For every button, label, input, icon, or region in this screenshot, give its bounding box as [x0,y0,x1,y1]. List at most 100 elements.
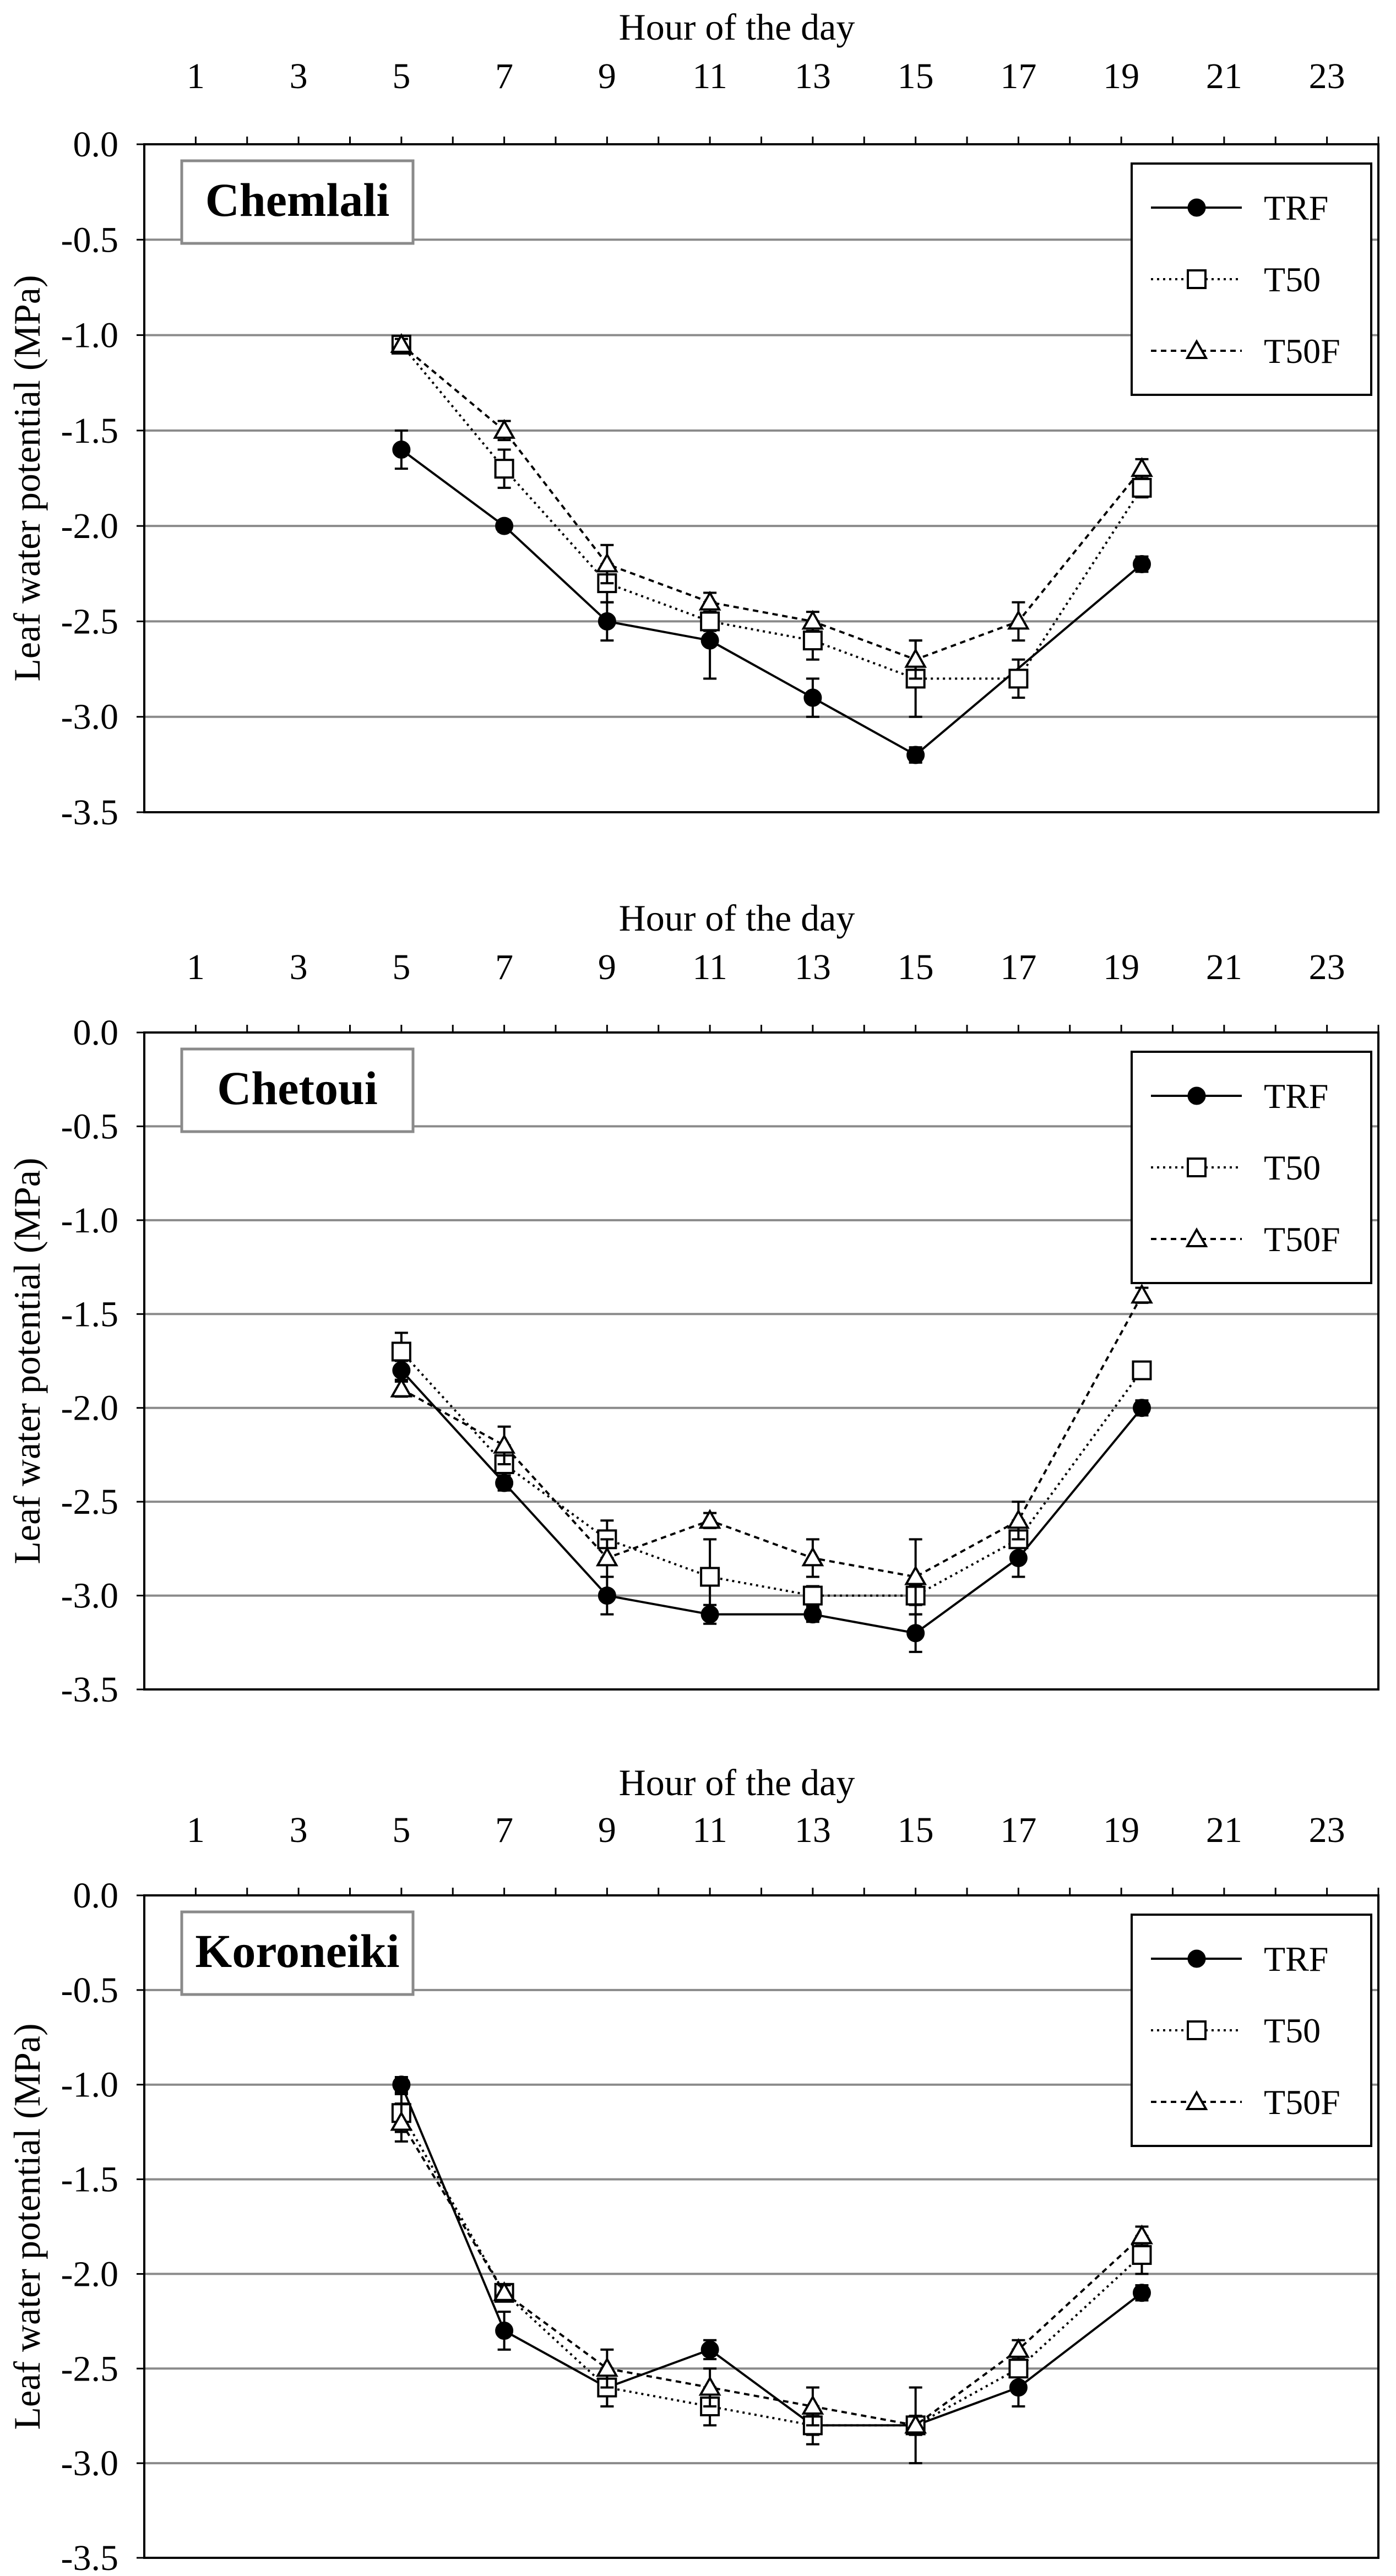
x-tick-label: 7 [495,947,513,987]
data-point [1132,2245,1152,2265]
data-point [1132,555,1151,573]
legend-item-trf: TRF [1151,188,1328,227]
legend-item-trf: TRF [1151,1939,1328,1979]
x-tick-label: 17 [1000,1810,1036,1850]
data-point [698,590,721,611]
data-point [494,459,514,479]
data-point [700,611,720,632]
data-point [390,333,413,353]
data-point [595,552,618,573]
panel-label-box [180,159,415,245]
y-tick-label: -0.5 [61,1970,118,2010]
series-t50 [391,1332,1152,1616]
x-tick-label: 23 [1309,56,1345,96]
x-tick-label: 3 [290,1810,308,1850]
y-tick-label: 0.0 [73,1013,119,1053]
series-t50f [390,333,1153,680]
legend-label: TRF [1264,1939,1328,1979]
data-point [597,1586,616,1605]
data-point [1007,1509,1030,1529]
y-tick-label: -3.5 [61,1670,118,1710]
y-tick-label: -0.5 [61,1106,118,1146]
panel-label-box [180,1047,415,1133]
legend-label: TRF [1264,188,1328,227]
legend: TRF T50 T50F [1131,162,1372,396]
y-tick-label: 0.0 [73,124,119,165]
data-point [390,1377,413,1398]
series-trf [392,2075,1151,2436]
panel-label-text: Chetoui [217,1062,377,1115]
data-point [1132,477,1152,498]
data-point [1131,2224,1153,2245]
y-tick-label: -1.5 [61,411,118,451]
x-tick-label: 5 [392,947,410,987]
data-point [595,2357,618,2377]
y-axis-title: Leaf water potential (MPa) [6,275,48,681]
y-tick-label: -2.0 [61,1388,118,1428]
data-point [904,1565,927,1585]
data-point [495,2322,514,2340]
data-point [1131,1284,1153,1304]
y-tick-label: -3.5 [61,2538,118,2576]
legend-label: TRF [1264,1077,1328,1116]
data-point [390,2111,413,2131]
panel-label: Chemlali [180,159,415,245]
x-tick-label: 13 [795,1810,831,1850]
x-tick-label: 9 [598,56,616,96]
data-point [1007,2338,1030,2358]
y-tick-label: -3.0 [61,2443,118,2483]
x-tick-label: 13 [795,56,831,96]
y-tick-label: -2.5 [61,601,118,642]
x-tick-label: 11 [692,947,727,987]
y-axis-title: Leaf water potential (MPa) [6,1157,48,1564]
legend-label: T50F [1264,2083,1340,2122]
data-point [391,1341,411,1362]
data-point [495,517,514,535]
x-axis-title: Hour of the day [619,897,855,939]
panel-label-text: Chemlali [205,173,389,226]
x-tick-label: 23 [1309,947,1345,987]
series-line [400,2112,1143,2427]
y-tick-label: -2.0 [61,506,118,546]
data-point [392,441,411,459]
y-tick-label: -1.0 [61,1200,118,1241]
x-tick-label: 3 [290,947,308,987]
legend-box [1131,1051,1372,1284]
panel-label-text: Koroneiki [195,1925,399,1977]
data-point [700,2340,719,2359]
y-tick-label: -3.0 [61,697,118,737]
x-tick-label: 19 [1103,56,1139,96]
x-axis-title: Hour of the day [619,6,855,48]
data-point [1132,1399,1151,1417]
data-point [698,2376,721,2396]
x-tick-label: 17 [1000,56,1036,96]
x-tick-label: 23 [1309,1810,1345,1850]
series-line [400,1369,1143,1634]
x-axis-title: Hour of the day [619,1762,855,1803]
x-tick-label: 11 [692,56,727,96]
series-t50f [390,1284,1153,1616]
y-axis-title: Leaf water potential (MPa) [6,2023,48,2430]
x-tick-label: 21 [1206,1810,1242,1850]
data-point [700,631,719,650]
legend-item-t50: T50 [1151,2011,1321,2050]
y-tick-label: -1.0 [61,316,118,356]
y-tick-label: -2.5 [61,1482,118,1522]
x-tick-label: 15 [898,1810,934,1850]
legend-item-t50: T50 [1151,1148,1321,1187]
series-line [400,2084,1143,2427]
y-tick-label: -2.0 [61,2254,118,2294]
x-tick-label: 1 [187,56,205,96]
legend-item-t50f: T50F [1151,2083,1340,2122]
data-point [801,610,824,630]
legend-item-t50f: T50F [1151,1220,1340,1259]
data-point [802,631,823,651]
legend-label: T50 [1264,1148,1321,1187]
x-tick-label: 3 [290,56,308,96]
series-line [400,344,1143,661]
legend-label: T50 [1264,2011,1321,2050]
x-tick-label: 5 [392,1810,410,1850]
panel-label-box [180,1910,415,1996]
